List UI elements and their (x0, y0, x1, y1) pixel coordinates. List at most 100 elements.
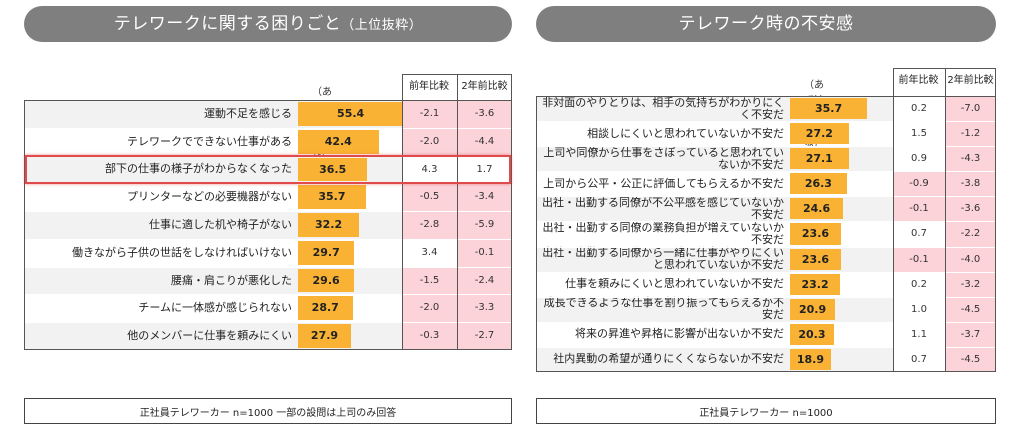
right-diff-two-years: -3.2 (945, 271, 996, 297)
right-category-label: 上司から公平・公正に評価してもらえるか不安だ (543, 176, 784, 190)
right-bar-value: 27.2 (805, 127, 833, 141)
right-bar-value: 24.6 (802, 202, 831, 216)
left-category-label: 部下の仕事の様子がわからなくなった (105, 162, 292, 176)
right-row: 出社・出勤する同僚の業務負担が増えていないか不安だ (536, 221, 893, 246)
right-diff-two-years: -1.2 (945, 121, 996, 147)
right-bar-value: 23.6 (801, 227, 830, 241)
left-category-label: テレワークでできない仕事がある (127, 134, 292, 148)
left-bar (298, 185, 366, 210)
left-bar-value: 32.2 (315, 218, 343, 232)
left-diff-prev-year: -2.0 (402, 127, 457, 156)
right-diff-prev-year: 1.1 (911, 328, 927, 340)
left-highlight-frame (25, 154, 511, 185)
left-row: 働きながら子供の世話をしなければいけない (24, 239, 402, 267)
right-row-separator (536, 271, 996, 273)
left-column-divider (457, 74, 458, 350)
left-category-label: 運動不足を感じる (204, 106, 292, 120)
left-row: プリンターなどの必要機器がない (24, 183, 402, 211)
right-row-separator (536, 346, 996, 348)
left-title-main: テレワークに関する困りごと (113, 14, 342, 34)
left-diff-two-years: 1.7 (476, 163, 493, 175)
left-row: チームに一体感が感じられない (24, 294, 402, 322)
right-bar-value: 35.7 (814, 102, 843, 115)
right-bar (790, 323, 834, 345)
right-bar (790, 298, 836, 320)
right-diff-prev-year: 0.2 (911, 103, 927, 114)
left-bar (298, 129, 379, 154)
left-bar-value: 55.4 (337, 107, 365, 120)
right-row-separator (536, 171, 996, 173)
left-diff-two-years: -4.4 (457, 127, 512, 156)
left-bar-value: 29.6 (312, 273, 340, 287)
right-diff-prev-year: -0.1 (893, 196, 945, 222)
right-category-label: 上司や同僚から仕事をさぼっていると思われていないか不安だ (543, 145, 784, 171)
left-category-label: 働きながら子供の世話をしなければいけない (72, 245, 292, 259)
left-row-separator (24, 211, 512, 213)
right-row-separator (536, 196, 996, 198)
left-col-prev-year-header: 前年比較 (409, 81, 449, 92)
right-diff-two-years: -7.0 (945, 96, 996, 122)
right-row-separator (536, 246, 996, 248)
right-category-label: 仕事を頼みにくいと思われていないか不安だ (565, 277, 784, 291)
right-title-main: テレワーク時の不安感 (678, 14, 854, 34)
right-category-label: 出社・出勤する同僚から一緒に仕事がやりにくいと思われていないか不安だ (542, 246, 784, 272)
left-row-separator (24, 294, 512, 296)
left-diff-prev-year: -2.8 (402, 211, 457, 239)
right-col-two-years-header: 2年前比較 (947, 75, 994, 86)
left-bar (298, 240, 355, 265)
right-diff-two-years: -2.2 (945, 221, 996, 247)
left-bar-value: 28.7 (311, 301, 339, 315)
right-row-separator (536, 121, 996, 123)
right-bar-value: 27.1 (805, 152, 833, 166)
left-footer: 正社員テレワーカー n=1000 一部の設問は上司のみ回答 (24, 398, 512, 424)
left-category-label: プリンターなどの必要機器がない (127, 190, 292, 204)
left-row-separator (24, 127, 512, 129)
right-category-label: 非対面のやりとりは、相手の気持ちがわかりにくく不安だ (542, 95, 784, 121)
right-row: 相談しにくいと思われていないか不安だ (536, 121, 893, 146)
left-row: テレワークでできない仕事がある (24, 128, 402, 156)
right-bar (790, 248, 841, 270)
right-row: 成長できるような仕事を割り振ってもらえるか不安だ (536, 296, 893, 322)
right-row-separator (536, 221, 996, 223)
left-panel-title: テレワークに関する困りごと（上位抜粋） (24, 6, 512, 42)
left-diff-two-years: -3.4 (457, 183, 512, 212)
right-category-label: 出社・出勤する同僚が不公平感を感じていないか不安だ (542, 195, 784, 221)
left-bar (298, 324, 351, 348)
left-diff-two-years: -3.6 (457, 100, 512, 128)
left-title-sub: （上位抜粋） (341, 18, 423, 33)
left-diff-two-years: -0.1 (457, 238, 512, 267)
left-bar (298, 296, 353, 321)
right-bar-value: 20.9 (798, 302, 827, 316)
left-bar (298, 268, 355, 293)
right-bar (790, 123, 849, 145)
left-diff-prev-year: -0.5 (402, 183, 457, 212)
left-diff-two-years: -5.9 (457, 211, 512, 239)
left-bar-value: 35.7 (318, 190, 346, 204)
right-diff-two-years: -3.7 (945, 321, 996, 347)
left-bar (298, 102, 404, 126)
right-diff-two-years: -3.6 (945, 196, 996, 222)
left-col-two-years-header: 2年前比較 (461, 81, 508, 92)
right-row-separator (536, 296, 996, 298)
left-category-label: チームに一体感が感じられない (138, 301, 292, 315)
right-bar (790, 173, 847, 195)
left-bar (298, 157, 368, 182)
left-diff-prev-year: -0.3 (402, 322, 457, 350)
right-bar-value: 18.9 (796, 352, 824, 366)
right-bar (790, 273, 841, 295)
left-diff-prev-year: 3.4 (421, 246, 438, 258)
right-diff-prev-year: 0.7 (911, 228, 927, 240)
right-row: 社内異動の希望が通りにくくならないか不安だ (536, 346, 893, 372)
right-diff-two-years: -4.5 (945, 346, 996, 372)
right-bar (790, 148, 849, 170)
right-bar-value: 23.2 (801, 277, 829, 291)
right-bar (790, 98, 868, 120)
right-panel-title: テレワーク時の不安感 (536, 6, 996, 42)
right-bar (790, 198, 844, 220)
left-diff-prev-year: 4.3 (421, 163, 438, 175)
right-category-label: 出社・出勤する同僚の業務負担が増えていないか不安だ (542, 220, 784, 246)
right-row-separator (536, 146, 996, 148)
right-bar-value: 26.3 (804, 177, 832, 191)
left-row-separator (24, 238, 512, 240)
right-footer: 正社員テレワーカー n=1000 (536, 398, 996, 424)
